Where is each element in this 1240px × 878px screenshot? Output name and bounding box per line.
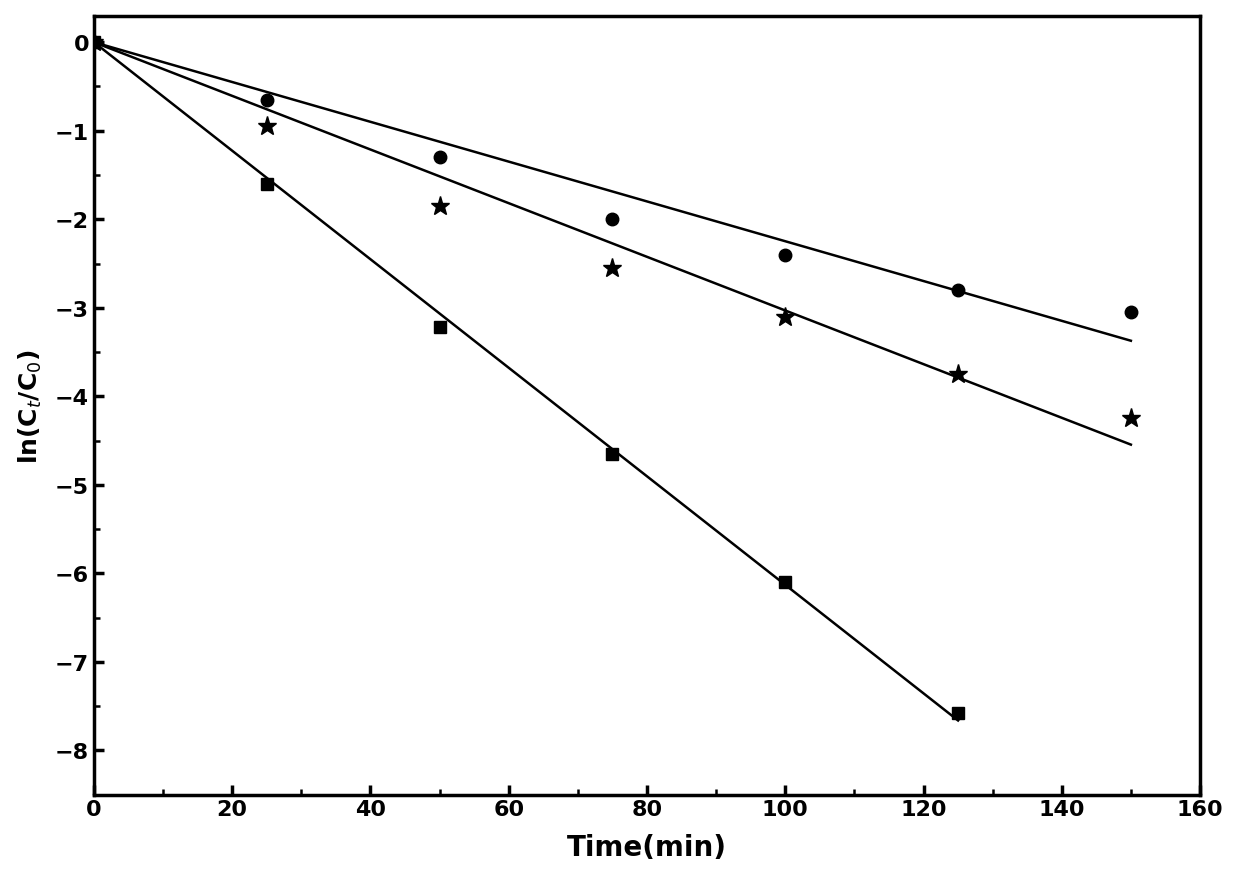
Y-axis label: ln(C$_t$/C$_0$): ln(C$_t$/C$_0$): [16, 349, 43, 463]
X-axis label: Time(min): Time(min): [567, 833, 727, 861]
